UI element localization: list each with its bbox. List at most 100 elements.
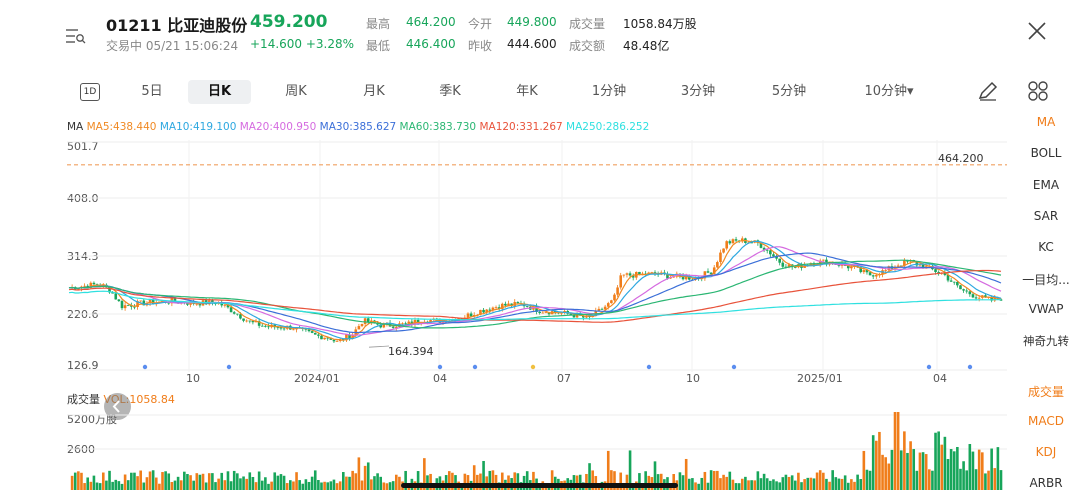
stat-label: 成交额 (569, 39, 606, 53)
volume-bar (906, 452, 909, 490)
volume-bar (366, 462, 370, 490)
side-indicator-ma[interactable]: MA (1036, 115, 1056, 129)
volume-bar (317, 480, 320, 490)
candle-body (167, 302, 171, 304)
candle-body (722, 248, 725, 253)
tab-monthly-k[interactable]: 月K (363, 84, 385, 99)
candle-body (934, 269, 937, 272)
candle-body (313, 332, 317, 335)
candle-body (257, 321, 261, 326)
event-dot (731, 364, 737, 370)
volume-bar (722, 474, 725, 490)
tab-1d[interactable]: 1D (80, 83, 100, 101)
candle-body (538, 311, 541, 314)
volume-bar (376, 473, 379, 490)
side-indicator-arbr[interactable]: ARBR (1029, 476, 1063, 490)
volume-bar (759, 478, 763, 490)
side-indicator-kc[interactable]: KC (1038, 240, 1054, 254)
volume-bar (962, 461, 965, 490)
candle-body (728, 241, 732, 244)
candle-body (282, 328, 286, 330)
stat-value: 446.400 (406, 37, 456, 51)
tab-3min[interactable]: 3分钟 (680, 84, 716, 99)
tab-quarterly-k[interactable]: 季K (439, 84, 461, 99)
volume-bar (924, 454, 928, 490)
candle-body (822, 259, 825, 261)
volume-chart[interactable] (67, 405, 1007, 490)
ma250-line (68, 290, 1001, 321)
tab-5min[interactable]: 5分钟 (771, 84, 807, 99)
x-tick-label: 2024/01 (294, 372, 340, 385)
volume-bar (192, 480, 195, 490)
menu-icon[interactable] (66, 28, 86, 44)
tab-1min[interactable]: 1分钟 (591, 84, 627, 99)
candle-body (345, 334, 348, 341)
volume-bar (301, 483, 305, 490)
candle-body (248, 320, 252, 322)
volume-bar (385, 483, 389, 490)
draw-pen-icon[interactable] (976, 79, 1000, 107)
volume-bar (323, 481, 326, 490)
candle-body (868, 272, 872, 276)
candle-body (485, 309, 488, 313)
candle-body (404, 323, 407, 325)
side-indicator-td9[interactable]: 神奇九转 (1023, 334, 1069, 348)
candle-body (441, 320, 445, 324)
volume-bar (697, 483, 700, 490)
ma-prefix: MA (67, 121, 84, 133)
scrollbar[interactable] (401, 483, 678, 488)
volume-bar (744, 476, 747, 490)
volume-bar (500, 472, 504, 490)
candle-body (974, 297, 978, 299)
tab-daily-k[interactable]: 日K (188, 80, 251, 104)
volume-bar (189, 475, 192, 490)
tab-5day[interactable]: 5日 (141, 84, 163, 99)
volume-bar (812, 478, 816, 490)
tab-yearly-k[interactable]: 年K (516, 84, 538, 99)
volume-bar (136, 476, 139, 490)
volume-bar (186, 474, 189, 490)
volume-bar (257, 471, 261, 490)
candle-body (616, 287, 619, 295)
candle-body (915, 261, 919, 266)
side-indicator-vwap[interactable]: VWAP (1028, 302, 1064, 316)
volume-bar (965, 470, 969, 490)
volume-bar (937, 431, 940, 490)
volume-bar (809, 477, 813, 490)
close-icon[interactable] (1026, 20, 1048, 42)
side-indicator-ema[interactable]: EMA (1032, 178, 1060, 192)
candle-body (896, 265, 900, 267)
tab-weekly-k[interactable]: 周K (285, 84, 307, 99)
candle-body (628, 273, 632, 276)
candle-body (706, 271, 710, 273)
side-indicator-boll[interactable]: BOLL (1030, 146, 1062, 160)
candle-body (500, 303, 504, 309)
ma20-value: MA20:400.950 (239, 121, 317, 133)
candle-body (956, 281, 959, 286)
side-indicator-kdj[interactable]: KDJ (1035, 445, 1057, 459)
stat-value: 444.600 (507, 37, 557, 51)
side-indicator-sar[interactable]: SAR (1033, 209, 1059, 223)
candle-body (173, 298, 177, 303)
candle-body (862, 270, 866, 273)
candle-body (709, 272, 713, 275)
candle-body (401, 323, 404, 325)
volume-bar (709, 470, 713, 490)
volume-bar (335, 483, 339, 490)
candle-body (666, 273, 669, 279)
volume-bar (999, 470, 1003, 490)
candlestick-chart[interactable] (67, 140, 1007, 372)
tab-10min[interactable]: 10分钟▾ (864, 84, 914, 99)
volume-bar (114, 479, 118, 490)
volume-bar (248, 472, 252, 490)
side-indicator-volume[interactable]: 成交量 (1027, 385, 1064, 399)
volume-bar (289, 480, 292, 490)
candle-body (139, 300, 142, 302)
side-indicator-ichimoku[interactable]: 一目均... (1022, 273, 1070, 287)
candle-body (759, 242, 763, 248)
volume-bar (756, 471, 760, 490)
volume-bar (550, 470, 554, 490)
side-indicator-macd[interactable]: MACD (1028, 414, 1064, 428)
candle-body (712, 267, 716, 275)
grid-menu-icon[interactable] (1027, 80, 1049, 106)
